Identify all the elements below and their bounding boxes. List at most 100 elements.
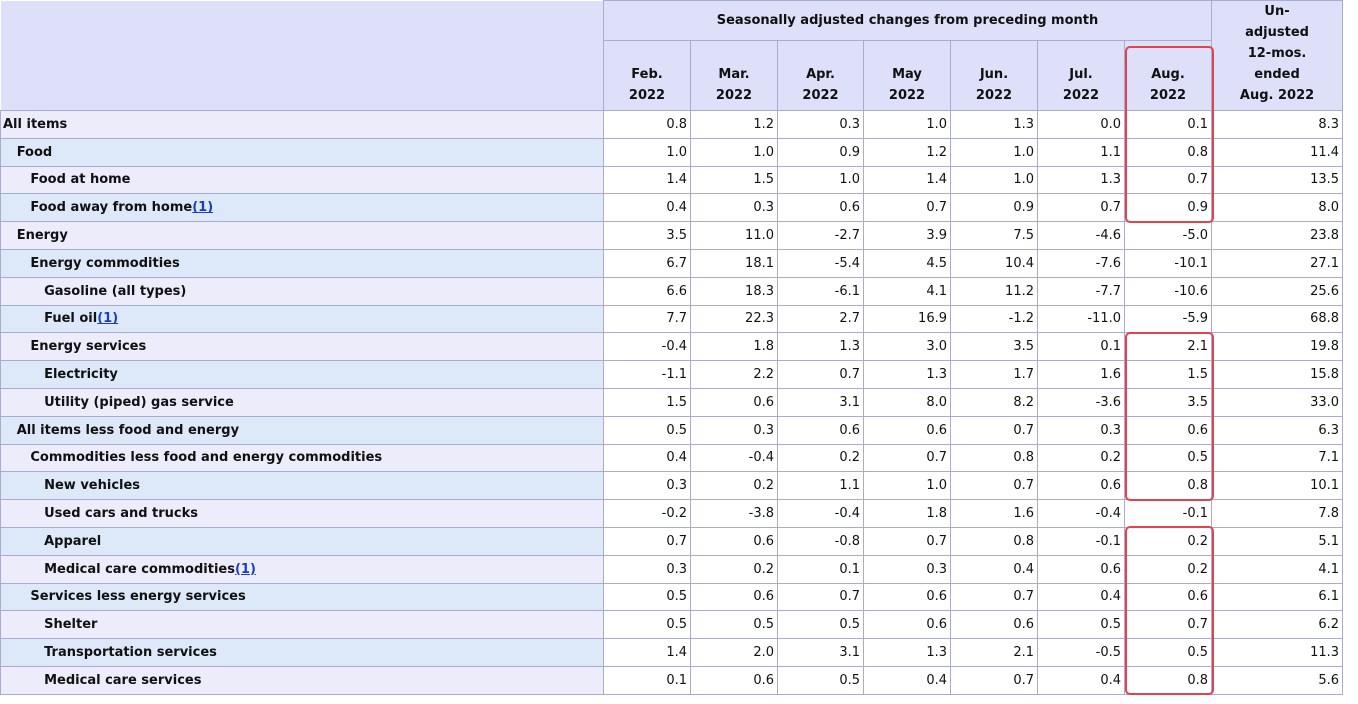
row-label: Electricity <box>0 360 604 389</box>
table-row: Food 1.0 1.0 0.9 1.2 1.0 1.1 0.8 11.4 <box>0 137 1344 167</box>
value-cell: 0.5 <box>603 582 691 612</box>
table-row: Apparel 0.7 0.6 -0.8 0.7 0.8 -0.1 0.2 5.1 <box>0 526 1344 556</box>
value-cell: 0.5 <box>777 665 864 695</box>
value-cell: 10.1 <box>1211 471 1344 501</box>
value-cell: -3.6 <box>1037 387 1125 417</box>
value-cell: 3.5 <box>950 332 1038 362</box>
value-cell: 4.1 <box>863 276 951 306</box>
value-cell: 6.7 <box>603 248 691 278</box>
value-cell: -0.8 <box>777 526 864 556</box>
value-cell: -0.4 <box>603 332 691 362</box>
value-cell: 1.0 <box>863 110 951 139</box>
label-text: Transportation services <box>44 645 217 661</box>
label-text: Food away from home <box>30 200 193 216</box>
footnote-link[interactable]: (1) <box>234 561 256 577</box>
header-line: 2022 <box>802 88 839 103</box>
value-cell: 6.1 <box>1211 582 1344 612</box>
label-text: Medical care services <box>44 672 202 688</box>
value-cell: 1.3 <box>863 638 951 667</box>
value-cell: 0.6 <box>863 582 951 612</box>
label-text: All items <box>3 116 68 132</box>
label-text: Electricity <box>44 367 118 383</box>
value-cell: -5.4 <box>777 248 864 278</box>
header-line: ended <box>1254 67 1300 82</box>
value-cell: 1.2 <box>863 137 951 167</box>
value-cell: 33.0 <box>1211 387 1344 417</box>
value-cell: 1.1 <box>777 471 864 501</box>
value-cell: 0.1 <box>603 665 691 695</box>
label-text: Energy commodities <box>30 255 180 271</box>
row-label: Food away from home(1) <box>0 193 604 223</box>
value-cell: 4.1 <box>1211 554 1344 584</box>
value-cell: 8.2 <box>950 387 1038 417</box>
header-line: Aug. <box>1151 67 1185 82</box>
row-label: Energy services <box>0 332 604 362</box>
label-text: Energy <box>16 228 68 244</box>
value-cell: 7.5 <box>950 221 1038 250</box>
label-text: Food at home <box>30 172 131 188</box>
value-cell: 0.6 <box>863 610 951 640</box>
column-header: Mar. 2022 <box>690 40 778 111</box>
value-cell: 0.7 <box>863 193 951 223</box>
table-row: Energy services -0.4 1.8 1.3 3.0 3.5 0.1 2.1 19.… <box>0 332 1344 362</box>
value-cell: 0.5 <box>603 415 691 445</box>
value-cell: 0.4 <box>1037 582 1125 612</box>
value-cell: 1.3 <box>950 110 1038 139</box>
label-text: Utility (piped) gas service <box>44 394 234 410</box>
value-cell: 0.5 <box>603 610 691 640</box>
value-cell: 0.2 <box>1037 443 1125 473</box>
table-row: Electricity -1.1 2.2 0.7 1.3 1.7 1.6 1.5 15.8 <box>0 360 1344 389</box>
value-cell: 11.2 <box>950 276 1038 306</box>
unadjusted-header: Un-adjusted 12-mos. ended Aug. 2022 <box>1211 0 1344 111</box>
value-cell: 0.3 <box>603 554 691 584</box>
value-cell: 4.5 <box>863 248 951 278</box>
table-row: Used cars and trucks -0.2 -3.8 -0.4 1.8 1.6 -0… <box>0 499 1344 528</box>
label-text: Services less energy services <box>30 589 246 605</box>
value-cell: 0.6 <box>1037 471 1125 501</box>
row-label: Services less energy services <box>0 582 604 612</box>
value-cell: -6.1 <box>777 276 864 306</box>
value-cell: 0.6 <box>777 415 864 445</box>
value-cell: -5.9 <box>1123 304 1213 334</box>
value-cell: 11.3 <box>1211 638 1344 667</box>
corner-cell <box>0 0 604 111</box>
label-text: Gasoline (all types) <box>44 283 187 299</box>
value-cell: -10.1 <box>1123 248 1213 278</box>
row-label: Gasoline (all types) <box>0 276 604 306</box>
column-header: Jul. 2022 <box>1037 40 1125 111</box>
value-cell: 19.8 <box>1211 332 1344 362</box>
footnote-link[interactable]: (1) <box>192 200 214 216</box>
value-cell: -7.6 <box>1037 248 1125 278</box>
value-cell: 3.9 <box>863 221 951 250</box>
value-cell: -1.1 <box>603 360 691 389</box>
row-label: All items less food and energy <box>0 415 604 445</box>
value-cell: 0.1 <box>1123 110 1213 139</box>
value-cell: -2.7 <box>777 221 864 250</box>
value-cell: 0.7 <box>950 665 1038 695</box>
row-label: Energy commodities <box>0 248 604 278</box>
table-row: New vehicles 0.3 0.2 1.1 1.0 0.7 0.6 0.8 10.1 <box>0 471 1344 501</box>
value-cell: 0.6 <box>1123 415 1213 445</box>
value-cell: 68.8 <box>1211 304 1344 334</box>
value-cell: 22.3 <box>690 304 778 334</box>
value-cell: 0.6 <box>1123 582 1213 612</box>
value-cell: -0.1 <box>1037 526 1125 556</box>
value-cell: -1.2 <box>950 304 1038 334</box>
value-cell: 1.3 <box>777 332 864 362</box>
row-label: Utility (piped) gas service <box>0 387 604 417</box>
value-cell: 2.2 <box>690 360 778 389</box>
value-cell: -0.4 <box>690 443 778 473</box>
row-label: Apparel <box>0 526 604 556</box>
value-cell: 0.7 <box>1037 193 1125 223</box>
value-cell: 1.0 <box>603 137 691 167</box>
value-cell: 1.8 <box>863 499 951 528</box>
value-cell: -0.5 <box>1037 638 1125 667</box>
value-cell: 0.9 <box>777 137 864 167</box>
value-cell: 1.3 <box>863 360 951 389</box>
value-cell: 0.8 <box>950 443 1038 473</box>
group-header: Seasonally adjusted changes from precedi… <box>602 0 1213 41</box>
footnote-link[interactable]: (1) <box>97 311 119 327</box>
value-cell: 0.8 <box>603 110 691 139</box>
value-cell: 0.1 <box>1037 332 1125 362</box>
